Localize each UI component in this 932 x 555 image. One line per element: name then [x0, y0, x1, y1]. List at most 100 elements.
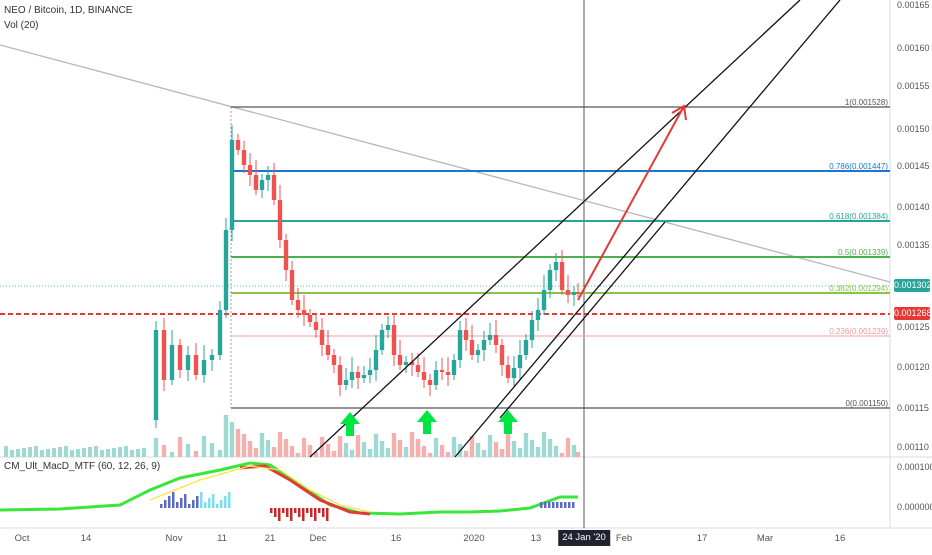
candle-body — [421, 372, 427, 380]
macd-histogram-bar — [572, 502, 575, 508]
fib-retracement[interactable] — [230, 106, 890, 409]
chart-title[interactable]: NEO / Bitcoin, 1D, BINANCE — [4, 5, 133, 16]
downtrend-line[interactable] — [0, 44, 891, 283]
channel-line-lower[interactable] — [499, 221, 666, 419]
volume-bar — [193, 451, 199, 457]
time-tick: 17 — [696, 533, 708, 544]
candlesticks[interactable] — [153, 125, 581, 428]
time-tick: Dec — [309, 533, 327, 544]
volume-bar — [523, 433, 529, 457]
volume-bar — [229, 422, 235, 457]
volume-bar — [82, 448, 86, 457]
time-tick: 11 — [217, 533, 227, 544]
candle-body — [517, 355, 523, 368]
candle-body — [193, 355, 199, 375]
macd-histogram-bar — [318, 508, 321, 513]
volume-bar — [259, 433, 265, 457]
candle-body — [313, 322, 319, 330]
candle-body — [523, 340, 529, 355]
time-tick: 16 — [390, 533, 402, 544]
macd-indicator — [0, 461, 578, 521]
candle-body — [235, 140, 241, 150]
volume-bar — [22, 448, 26, 457]
channel-line-upper[interactable] — [309, 0, 801, 458]
volume-bar — [118, 447, 122, 457]
candle-body — [277, 200, 283, 240]
volume-bar — [295, 453, 301, 457]
macd-histogram-bar — [322, 508, 325, 517]
macd-label[interactable]: CM_Ult_MacD_MTF (60, 12, 26, 9) — [4, 461, 161, 472]
macd-histogram-bar — [306, 508, 309, 513]
volume-bar — [439, 445, 445, 457]
volume-bar — [445, 452, 451, 457]
candle-body — [355, 372, 361, 378]
candle-body — [529, 320, 535, 340]
macd-histogram-bar — [208, 498, 211, 508]
time-tick: Oct — [14, 533, 30, 544]
candle-body — [499, 345, 505, 365]
arrow-up-icon — [498, 410, 518, 434]
volume-bar — [547, 439, 553, 457]
volume-bar — [325, 444, 331, 457]
candle-body — [445, 372, 451, 375]
macd-histogram-bar — [176, 502, 179, 508]
volume-bar — [283, 439, 289, 457]
macd-histogram-bar — [224, 496, 227, 508]
volume-bar — [469, 436, 475, 457]
volume-bar — [541, 432, 547, 457]
volume-bar — [575, 452, 581, 457]
volume-bar — [553, 446, 559, 457]
price-tick: 0.00140 — [897, 202, 930, 212]
volume-bar — [76, 449, 80, 457]
candle-body — [451, 360, 457, 375]
macd-histogram-bar — [286, 508, 289, 517]
candle-body — [391, 325, 397, 355]
cursor-date-tag: 24 Jan '20 — [558, 530, 610, 546]
macd-histogram-bar — [274, 508, 277, 517]
volume-bar — [337, 436, 343, 457]
macd-histogram-bar — [290, 508, 293, 521]
volume-bar — [271, 447, 277, 457]
candle-body — [433, 370, 439, 385]
time-tick: Mar — [756, 533, 774, 544]
macd-tick: 0.000100 — [897, 462, 932, 472]
macd-histogram-bar — [564, 502, 567, 508]
candle-body — [271, 175, 277, 200]
volume-bar — [10, 450, 14, 457]
candle-body — [493, 335, 499, 345]
volume-bar — [185, 444, 191, 457]
volume-bar — [253, 448, 259, 457]
price-tick: 0.00155 — [897, 81, 930, 91]
volume-bar — [301, 438, 307, 457]
candle-body — [295, 300, 301, 310]
volume-bar — [403, 447, 409, 457]
volume-bar — [421, 446, 427, 457]
macd-histogram-bar — [540, 502, 543, 508]
volume-bar — [487, 435, 493, 457]
line-price-tag: 0.001268 — [894, 307, 932, 320]
candle-body — [229, 140, 235, 230]
target-arrow-icon[interactable] — [577, 104, 687, 301]
volume-bar — [241, 434, 247, 457]
volume-bar — [70, 450, 74, 457]
volume-bar — [367, 449, 373, 457]
macd-histogram-bar — [298, 508, 301, 517]
candle-body — [177, 345, 183, 370]
macd-histogram-bar — [270, 508, 273, 513]
price-tick: 0.00145 — [897, 161, 930, 171]
volume-bar — [415, 439, 421, 457]
candle-body — [361, 375, 367, 378]
price-tick: 0.00160 — [897, 43, 930, 53]
candle-body — [475, 350, 481, 355]
candle-body — [217, 310, 223, 355]
candle-body — [201, 360, 207, 375]
candle-body — [469, 340, 475, 355]
volume-label[interactable]: Vol (20) — [4, 20, 39, 31]
channel-line-middle[interactable] — [454, 0, 841, 458]
macd-histogram-bar — [188, 504, 191, 508]
candle-body — [463, 330, 469, 340]
volume-bar — [397, 440, 403, 457]
macd-histogram-bar — [184, 494, 187, 508]
